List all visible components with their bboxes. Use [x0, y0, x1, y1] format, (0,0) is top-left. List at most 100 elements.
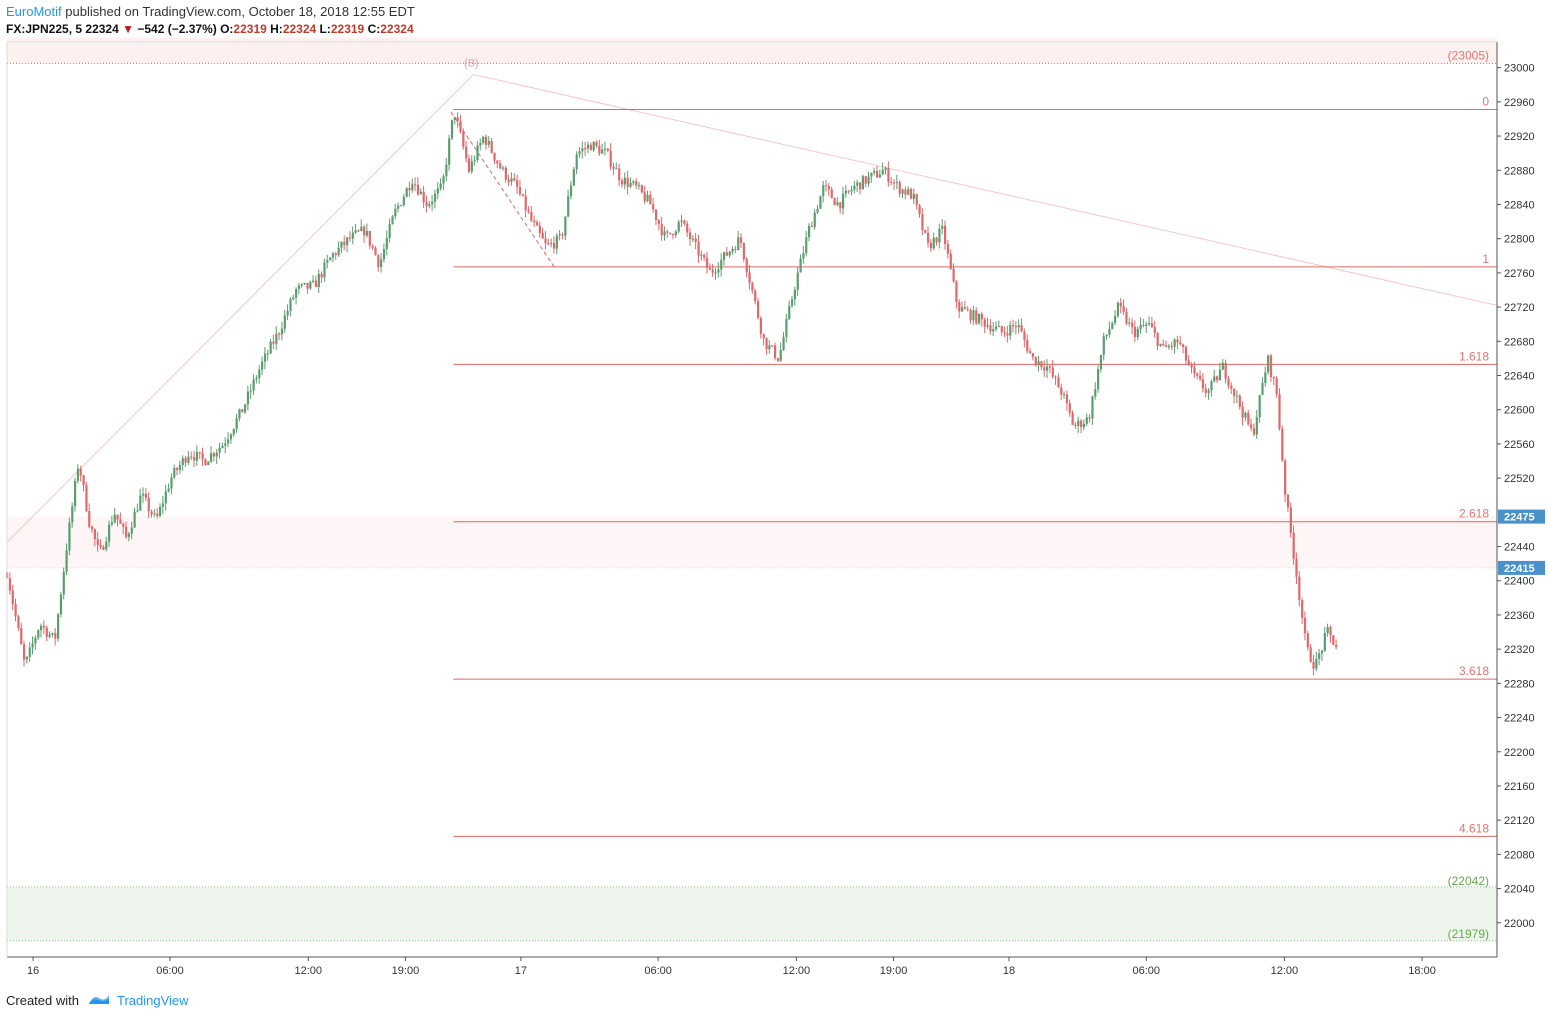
candle-body	[762, 333, 765, 339]
candle-body	[385, 238, 388, 250]
published-text: published on TradingView.com, October 18…	[65, 4, 415, 19]
candle-body	[1162, 343, 1165, 346]
candle-body	[1156, 332, 1159, 346]
candle-body	[170, 477, 173, 489]
candle-body	[564, 216, 567, 236]
candle-body	[1111, 323, 1114, 329]
candle-body	[31, 643, 34, 648]
candle-body	[167, 488, 170, 492]
guides-layer: (B)	[6, 57, 1498, 543]
candle-body	[1128, 322, 1131, 324]
candle-body	[1261, 382, 1264, 396]
candle-body	[946, 243, 950, 254]
candle-body	[1252, 428, 1256, 435]
candle-body	[173, 468, 176, 478]
y-tick-label: 22520	[1504, 473, 1535, 485]
candle-body	[805, 237, 808, 254]
candle-body	[431, 201, 434, 205]
candle-body	[620, 180, 624, 185]
candle-body	[105, 541, 108, 550]
candle-body	[462, 131, 465, 147]
candle-body	[59, 594, 63, 615]
candle-body	[816, 208, 819, 213]
candle-body	[1292, 532, 1295, 559]
y-tick-label: 22800	[1504, 234, 1535, 246]
candle-body	[142, 493, 145, 496]
candle-body	[873, 170, 876, 173]
y-tick-label: 22200	[1504, 747, 1535, 759]
candle-body	[261, 361, 264, 370]
candle-body	[388, 224, 391, 239]
candle-body	[1250, 424, 1253, 429]
candle-body	[717, 269, 720, 273]
candle-body	[584, 148, 587, 150]
candle-body	[337, 247, 340, 256]
candle-body	[1091, 396, 1094, 419]
candle-body	[365, 230, 369, 236]
candle-body	[1193, 367, 1196, 374]
footer: Created with TradingView	[6, 992, 189, 1009]
candle-body	[204, 459, 207, 466]
symbol-name[interactable]: FX:JPN225, 5	[6, 22, 83, 36]
tradingview-logo-icon[interactable]	[87, 992, 111, 1009]
candle-body	[1119, 302, 1122, 307]
candle-body	[847, 190, 850, 192]
candle-body	[20, 628, 23, 645]
candle-body	[535, 222, 539, 226]
candle-body	[1267, 355, 1270, 373]
candle-body	[1139, 324, 1142, 329]
candle-body	[671, 233, 675, 236]
candle-body	[904, 189, 907, 195]
candles-layer	[6, 112, 1338, 676]
candle-body	[456, 117, 459, 122]
candle-body	[244, 404, 247, 413]
candle-body	[875, 170, 879, 178]
candle-body	[1301, 600, 1304, 618]
candle-body	[11, 590, 14, 605]
candle-body	[881, 169, 884, 175]
created-with-text: Created with	[6, 993, 79, 1008]
candle-body	[482, 136, 485, 144]
candle-body	[408, 188, 411, 191]
candle-body	[465, 146, 468, 159]
candle-body	[1012, 324, 1015, 327]
candle-body	[504, 167, 507, 180]
candle-body	[1309, 647, 1312, 662]
candle-body	[640, 185, 643, 193]
author-link[interactable]: EuroMotif	[6, 4, 62, 19]
candle-body	[575, 154, 578, 170]
candle-body	[527, 210, 530, 212]
fib-extension-layer[interactable]: 0 1 1.618 2.618 3.618 4.618	[453, 95, 1497, 837]
candle-body	[1306, 633, 1309, 648]
candle-body	[1275, 378, 1278, 395]
candle-body	[654, 209, 658, 221]
candle-body	[657, 220, 660, 224]
candle-body	[660, 223, 663, 236]
candle-body	[1303, 617, 1307, 634]
candle-body	[779, 349, 782, 361]
candle-body	[1190, 365, 1193, 368]
tradingview-brand[interactable]: TradingView	[116, 993, 189, 1008]
candle-body	[1037, 361, 1040, 366]
candle-body	[742, 243, 746, 260]
candle-body	[555, 235, 558, 249]
candle-body	[643, 192, 646, 202]
candle-body	[615, 168, 618, 170]
support-bottom-label: (21979)	[1448, 927, 1489, 941]
candle-body	[329, 257, 332, 261]
candle-body	[164, 491, 167, 504]
candle-body	[1051, 367, 1054, 377]
support-top-label: (22042)	[1448, 874, 1489, 888]
candle-body	[334, 253, 337, 256]
candle-body	[652, 204, 655, 210]
candle-body	[592, 141, 595, 151]
candle-body	[1184, 347, 1188, 361]
candle-body	[569, 185, 573, 197]
candle-body	[683, 220, 686, 224]
candle-body	[989, 325, 992, 332]
candle-body	[629, 182, 632, 187]
candle-body	[941, 225, 944, 229]
candle-body	[227, 439, 230, 444]
candle-body	[1199, 375, 1202, 380]
